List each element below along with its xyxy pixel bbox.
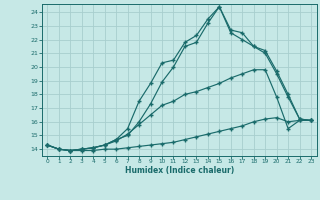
X-axis label: Humidex (Indice chaleur): Humidex (Indice chaleur) — [124, 166, 234, 175]
